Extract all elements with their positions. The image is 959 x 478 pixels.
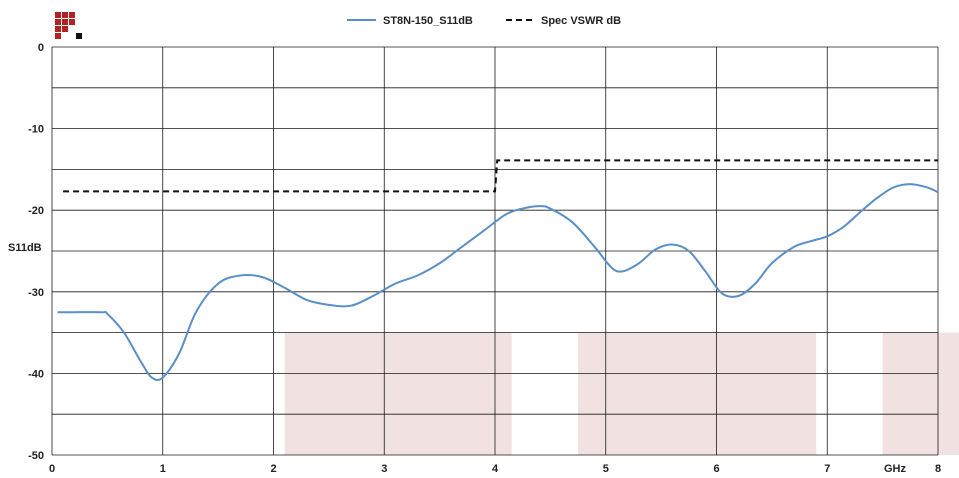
logo-cell (62, 12, 68, 18)
grid-lines (51, 46, 939, 456)
y-tick-label: -20 (28, 205, 44, 217)
x-tick-label: 1 (160, 463, 166, 475)
shaded-band-1 (578, 332, 817, 455)
x-tick-label: 3 (381, 463, 387, 475)
shaded-band-0 (284, 332, 512, 455)
y-tick-label: -40 (28, 368, 44, 380)
series-line-1 (63, 159, 938, 193)
x-tick-label: 2 (270, 463, 276, 475)
shaded-band-2 (882, 332, 959, 455)
shaded-bands (284, 332, 959, 455)
x-tick-label: 8 (935, 463, 941, 475)
logo-cell (69, 19, 75, 25)
y-tick-label: -50 (28, 450, 44, 462)
y-tick-label: 0 (38, 42, 44, 54)
legend-label-spec: Spec VSWR dB (541, 15, 621, 27)
x-tick-label: 5 (603, 463, 609, 475)
y-axis-label: S11dB (8, 242, 42, 254)
series-line-0 (57, 183, 939, 382)
legend-label-s11: ST8N-150_S11dB (383, 15, 473, 27)
x-tick-label: 6 (713, 463, 719, 475)
data-series (57, 159, 939, 382)
logo-cell (55, 26, 61, 32)
x-tick-label: 0 (49, 463, 55, 475)
logo-cell (55, 12, 61, 18)
tick-labels: 0 -10 -20 -30 -40 -50 0 1 2 3 4 5 6 7 8 (28, 42, 941, 475)
y-tick-label: -30 (28, 287, 44, 299)
logo-cell (62, 19, 68, 25)
legend: ST8N-150_S11dB Spec VSWR dB (347, 15, 621, 27)
logo-cell (76, 33, 82, 39)
x-tick-label: 4 (492, 463, 499, 475)
x-axis-unit: GHz (884, 463, 907, 475)
logo-cell (55, 33, 61, 39)
y-tick-label: -10 (28, 124, 44, 136)
logo-cell (69, 12, 75, 18)
logo-cell (62, 26, 68, 32)
logo-cell (55, 19, 61, 25)
x-tick-label: 7 (824, 463, 830, 475)
brand-logo (55, 12, 82, 39)
